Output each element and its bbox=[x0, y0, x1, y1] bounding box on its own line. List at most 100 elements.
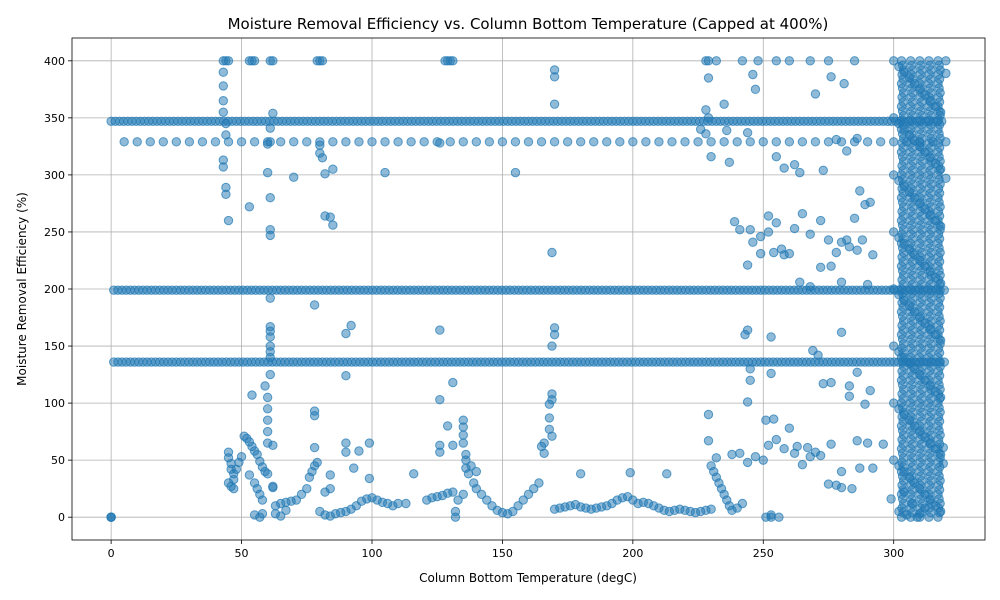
x-tick-label: 150 bbox=[492, 547, 513, 560]
data-point bbox=[826, 261, 836, 271]
data-point bbox=[813, 350, 823, 360]
data-point bbox=[315, 140, 325, 150]
y-tick-label: 350 bbox=[44, 112, 65, 125]
data-point bbox=[789, 223, 800, 234]
band-point bbox=[589, 137, 599, 147]
y-tick-label: 400 bbox=[44, 55, 65, 68]
data-point bbox=[763, 211, 774, 221]
data-point bbox=[291, 495, 302, 505]
y-tick-label: 100 bbox=[44, 397, 65, 410]
chart-title: Moisture Removal Efficiency vs. Column B… bbox=[228, 15, 829, 33]
band-point bbox=[393, 137, 403, 147]
data-point bbox=[784, 248, 795, 259]
data-point bbox=[453, 495, 463, 505]
data-point bbox=[766, 332, 776, 342]
band-point bbox=[458, 137, 468, 147]
band-point bbox=[341, 137, 351, 147]
data-point bbox=[349, 463, 359, 473]
data-point bbox=[268, 440, 278, 451]
data-point bbox=[309, 410, 320, 421]
data-point bbox=[823, 479, 834, 489]
data-point bbox=[221, 118, 231, 129]
data-point bbox=[317, 153, 328, 163]
band-point bbox=[510, 137, 521, 147]
data-point bbox=[236, 452, 247, 462]
data-point bbox=[889, 341, 899, 351]
data-point bbox=[221, 130, 231, 140]
band-point bbox=[184, 137, 195, 147]
data-point bbox=[346, 320, 356, 331]
data-point bbox=[748, 237, 758, 247]
data-point bbox=[302, 483, 312, 494]
data-point bbox=[442, 421, 453, 431]
data-point bbox=[435, 325, 445, 335]
band-point bbox=[171, 137, 182, 147]
data-point bbox=[458, 489, 468, 500]
y-tick-label: 0 bbox=[58, 511, 65, 524]
data-point bbox=[262, 415, 273, 425]
data-point bbox=[889, 455, 899, 465]
data-point bbox=[755, 231, 766, 242]
data-point bbox=[802, 442, 813, 453]
y-axis-label: Moisture Removal Efficiency (%) bbox=[15, 192, 29, 386]
data-point bbox=[742, 457, 753, 468]
data-point bbox=[229, 483, 239, 494]
data-point bbox=[244, 202, 255, 212]
data-point bbox=[703, 113, 714, 123]
data-point bbox=[703, 409, 714, 420]
data-point bbox=[771, 434, 782, 445]
data-point bbox=[766, 368, 776, 379]
band-point bbox=[471, 137, 482, 147]
data-point bbox=[262, 404, 273, 414]
data-point bbox=[325, 212, 335, 222]
data-point bbox=[265, 230, 275, 241]
data-point bbox=[815, 215, 826, 226]
data-point bbox=[722, 125, 732, 136]
data-point bbox=[737, 56, 748, 66]
data-point bbox=[842, 235, 852, 245]
data-point bbox=[771, 218, 782, 228]
band-point bbox=[602, 137, 612, 147]
data-point bbox=[724, 157, 735, 168]
data-point bbox=[268, 482, 278, 493]
data-point bbox=[818, 165, 828, 176]
data-point bbox=[461, 449, 471, 460]
data-point bbox=[268, 108, 278, 119]
band-point bbox=[823, 137, 834, 147]
data-point bbox=[852, 133, 862, 144]
data-point bbox=[409, 469, 419, 479]
data-point bbox=[482, 495, 492, 505]
band-point bbox=[771, 137, 782, 147]
data-point bbox=[852, 436, 862, 446]
x-tick-label: 0 bbox=[108, 547, 115, 560]
data-point bbox=[262, 469, 273, 479]
x-tick-label: 50 bbox=[235, 547, 249, 560]
band-point bbox=[497, 137, 508, 147]
axis-ticks: 0 50 100 150 200 250 300 0 50 100 150 200 250 300 350 4… bbox=[44, 55, 904, 560]
band-point bbox=[367, 137, 377, 147]
y-tick-label: 200 bbox=[44, 283, 65, 296]
data-point bbox=[857, 235, 868, 245]
x-tick-label: 300 bbox=[883, 547, 904, 560]
band-point bbox=[615, 137, 625, 147]
data-point bbox=[729, 216, 740, 227]
data-point bbox=[265, 123, 275, 133]
x-tick-label: 250 bbox=[753, 547, 774, 560]
band-point bbox=[302, 137, 312, 147]
band-point bbox=[119, 137, 129, 147]
data-point bbox=[753, 56, 763, 66]
data-point bbox=[889, 113, 899, 123]
data-point bbox=[761, 415, 771, 425]
band-point bbox=[875, 137, 886, 147]
data-point bbox=[268, 56, 278, 66]
data-point bbox=[745, 224, 755, 235]
data-point bbox=[868, 463, 878, 473]
band-point bbox=[158, 137, 169, 147]
data-point bbox=[218, 96, 228, 106]
data-point bbox=[860, 399, 870, 409]
x-tick-label: 100 bbox=[361, 547, 382, 560]
data-point bbox=[257, 509, 268, 519]
dense-point bbox=[905, 56, 916, 66]
data-point bbox=[471, 466, 482, 477]
